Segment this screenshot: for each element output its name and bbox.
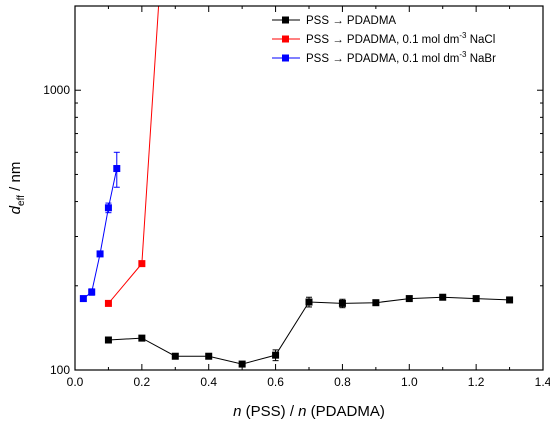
- legend-label: PSS → PDADMA, 0.1 mol dm-3 NaBr: [306, 50, 496, 65]
- data-point: [171, 352, 179, 360]
- x-axis-title: n (PSS) / n (PDADMA): [233, 403, 385, 420]
- x-tick-label: 0.6: [267, 375, 284, 389]
- data-point: [104, 299, 112, 307]
- data-point: [96, 250, 104, 258]
- data-point: [205, 352, 213, 360]
- data-point: [138, 260, 146, 268]
- data-point: [305, 298, 313, 306]
- data-point: [338, 299, 346, 307]
- plot-area: [79, 6, 514, 368]
- series-3: [79, 151, 121, 303]
- x-tick-label: 1.4: [535, 375, 550, 389]
- data-point: [88, 288, 96, 296]
- data-point: [372, 299, 380, 307]
- data-point: [405, 295, 413, 303]
- data-point: [272, 351, 280, 359]
- data-point: [113, 165, 121, 173]
- data-point: [104, 204, 112, 212]
- x-tick-label: 1.2: [468, 375, 485, 389]
- series-2: [104, 6, 160, 307]
- legend-marker: [282, 35, 289, 43]
- x-tick-label: 0.8: [334, 375, 351, 389]
- data-point: [506, 296, 514, 304]
- legend-marker: [282, 54, 289, 62]
- y-axis-title: deff / nm: [7, 162, 27, 215]
- legend: PSS → PDADMA PSS → PDADMA, 0.1 mol dm-3 N…: [272, 15, 496, 65]
- x-tick-label: 0.2: [134, 375, 151, 389]
- data-point: [104, 336, 112, 344]
- series-line: [83, 168, 118, 299]
- legend-label: PSS → PDADMA: [306, 15, 396, 27]
- series-1: [104, 293, 514, 368]
- legend-marker: [282, 16, 289, 24]
- x-tick-label: 0.0: [67, 375, 84, 389]
- data-point: [138, 334, 146, 342]
- y-tick-label: 100: [50, 363, 70, 377]
- data-point: [238, 360, 246, 368]
- series-line: [108, 6, 160, 304]
- y-tick-label: 1000: [43, 83, 70, 97]
- data-point: [79, 295, 87, 303]
- axes: 0.0 0.2 0.4 0.6 0.8 1.0 1.2 1.4 100 1000: [43, 5, 550, 389]
- data-point: [439, 293, 447, 301]
- x-tick-label: 0.4: [200, 375, 217, 389]
- data-point: [472, 295, 480, 303]
- legend-label: PSS → PDADMA, 0.1 mol dm-3 NaCl: [306, 31, 495, 46]
- x-tick-label: 1.0: [401, 375, 418, 389]
